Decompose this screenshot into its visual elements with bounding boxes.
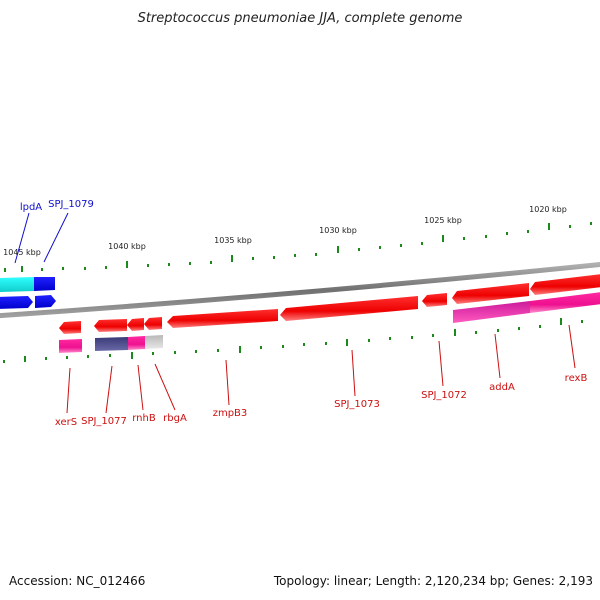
gene-label-SPJ_1079[interactable]: SPJ_1079 [48, 199, 94, 210]
genome-summary-text: Topology: linear; Length: 2,120,234 bp; … [273, 574, 593, 588]
scale-label: 1040 kbp [108, 242, 146, 251]
cds-SPJ_1077-feature[interactable] [94, 319, 127, 332]
gene-label-zmpB3[interactable]: zmpB3 [213, 408, 248, 419]
leader-line-SPJ_1073 [351, 349, 356, 397]
scale-label: 1020 kbp [529, 205, 567, 214]
cds-rnhB-feature[interactable] [127, 318, 144, 331]
genome-backbone [0, 261, 600, 319]
gene-lpdA-feature[interactable] [0, 277, 34, 292]
cds-lpdA-feature[interactable] [0, 296, 33, 309]
cds-rexB-feature[interactable] [530, 274, 600, 295]
map-title: Streptococcus pneumoniae JJA, complete g… [138, 11, 463, 26]
leader-line-SPJ_1079 [43, 212, 69, 263]
leader-line-rnhB [137, 364, 144, 411]
outer-ticks [4, 222, 592, 272]
cds-SPJ_1073-feature[interactable] [280, 296, 418, 321]
gene-label-rbgA[interactable]: rbgA [163, 413, 187, 424]
leader-line-SPJ_1077 [105, 365, 113, 414]
forward-leader-lines [14, 212, 69, 264]
gene-label-rnhB[interactable]: rnhB [132, 413, 156, 424]
gene-label-xerS[interactable]: xerS [55, 417, 77, 428]
gene-SPJ_1077-feature[interactable] [95, 337, 128, 351]
gene-label-SPJ_1073[interactable]: SPJ_1073 [334, 399, 380, 410]
cds-xerS-feature[interactable] [59, 321, 81, 334]
gene-xerS-feature[interactable] [59, 339, 82, 353]
leader-line-xerS [66, 367, 71, 414]
scale-label: 1045 kbp [3, 248, 41, 257]
cds-SPJ_1072-feature[interactable] [422, 293, 447, 307]
gene-rnhB-feature[interactable] [128, 336, 145, 350]
gene-rexB-feature[interactable] [530, 292, 600, 313]
leader-line-lpdA [14, 212, 30, 264]
gene-label-SPJ_1077[interactable]: SPJ_1077 [81, 416, 127, 427]
leader-line-rexB [568, 324, 576, 369]
gene-addA-feature[interactable] [453, 301, 530, 323]
scale-label: 1030 kbp [319, 226, 357, 235]
gene-rbgA-feature[interactable] [145, 335, 163, 349]
leader-line-zmpB3 [225, 359, 230, 406]
accession-text: Accession: NC_012466 [9, 574, 146, 588]
cds-SPJ_1079-feature[interactable] [35, 295, 56, 308]
reverse-cds-features [59, 274, 600, 334]
cds-addA-feature[interactable] [452, 283, 529, 304]
reverse-gene-features [59, 292, 600, 353]
gene-label-addA[interactable]: addA [489, 382, 515, 393]
gene-label-rexB[interactable]: rexB [565, 373, 588, 384]
inner-ticks [3, 318, 583, 363]
reverse-leader-lines [66, 324, 576, 414]
gene-label-SPJ_1072[interactable]: SPJ_1072 [421, 390, 467, 401]
gene-label-lpdA[interactable]: lpdA [20, 202, 42, 213]
leader-line-rbgA [154, 363, 176, 411]
cds-zmpB3-feature[interactable] [167, 309, 278, 328]
forward-features [0, 277, 56, 309]
cds-rbgA-feature[interactable] [144, 317, 162, 330]
leader-line-addA [494, 333, 501, 379]
scale-label: 1025 kbp [424, 216, 462, 225]
scale-label: 1035 kbp [214, 236, 252, 245]
leader-line-SPJ_1072 [438, 340, 444, 387]
gene-SPJ_1079-feature[interactable] [34, 277, 55, 291]
